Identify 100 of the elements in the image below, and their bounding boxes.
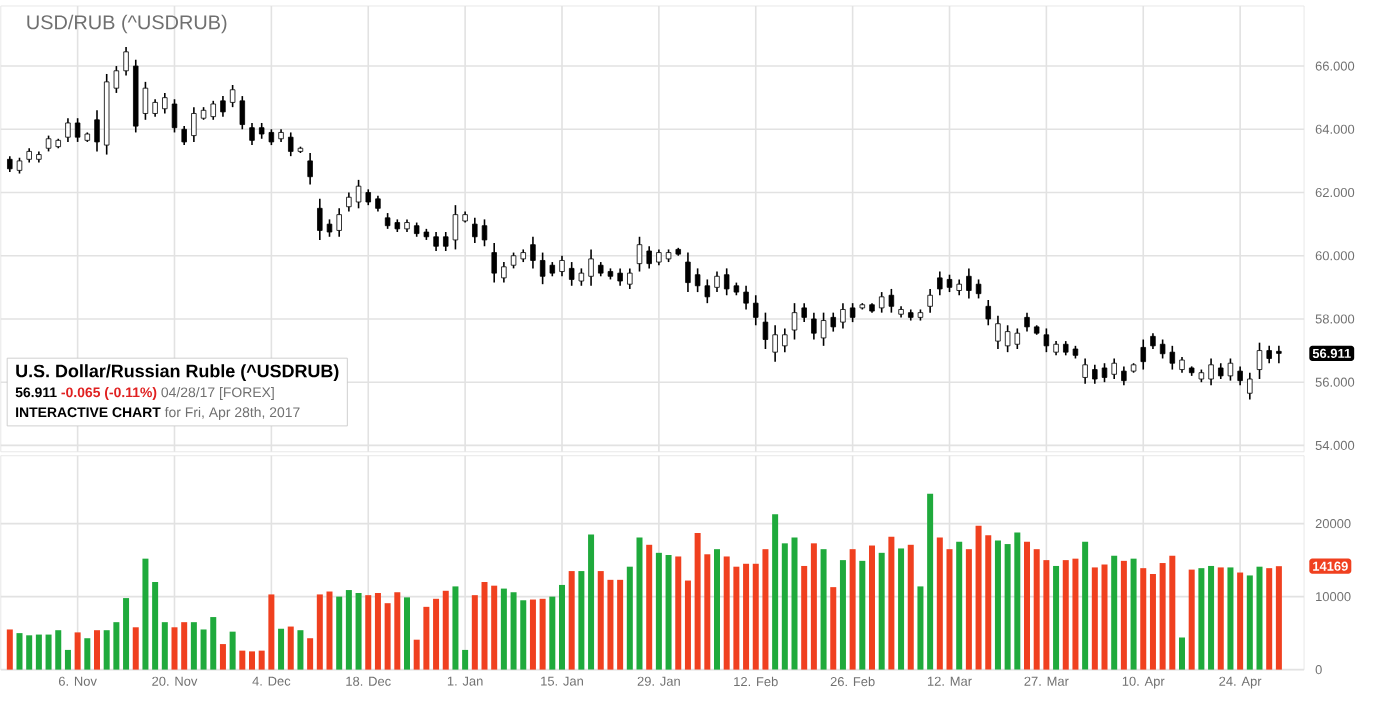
bar — [239, 650, 246, 670]
bar — [820, 549, 827, 670]
bar — [1227, 567, 1234, 670]
candlestick — [1082, 357, 1088, 385]
candlestick — [123, 46, 129, 77]
candlestick — [307, 152, 313, 186]
candlestick — [743, 285, 749, 311]
bar — [1149, 574, 1156, 670]
bar — [578, 571, 585, 670]
candlestick — [772, 324, 778, 363]
candlestick — [791, 302, 798, 341]
bar — [1024, 542, 1031, 670]
bar — [94, 630, 100, 670]
bar — [714, 549, 721, 670]
chart-title: USD/RUB (^USDRUB) — [27, 14, 227, 34]
candlestick — [433, 231, 439, 252]
bar — [84, 638, 91, 670]
candlestick — [753, 294, 759, 327]
candlestick — [627, 267, 633, 290]
bar — [190, 622, 197, 670]
candlestick — [985, 299, 991, 327]
bar — [365, 595, 372, 670]
bar — [859, 561, 866, 670]
bar — [898, 548, 905, 670]
bar — [1130, 558, 1137, 670]
bar — [287, 626, 294, 670]
bar — [684, 580, 691, 670]
bar — [374, 593, 381, 670]
candlestick — [636, 236, 643, 273]
candlestick — [840, 302, 846, 330]
bar — [219, 644, 226, 670]
candlestick — [94, 109, 100, 153]
bar — [1179, 637, 1186, 670]
candlestick — [171, 98, 178, 134]
bar — [965, 549, 972, 670]
bar — [471, 595, 478, 670]
bar — [74, 632, 81, 670]
bar — [927, 493, 934, 670]
candlestick — [1237, 365, 1243, 387]
candlestick — [220, 95, 226, 118]
bar — [355, 593, 362, 670]
bar — [568, 571, 575, 670]
bar — [1120, 561, 1127, 670]
candlestick — [472, 217, 478, 245]
bar — [529, 599, 536, 670]
bar — [956, 542, 963, 670]
bar — [336, 596, 343, 670]
bar — [946, 549, 953, 670]
bar — [791, 537, 798, 670]
candlestick — [588, 248, 594, 287]
candlestick — [1101, 362, 1108, 384]
candlestick — [1111, 357, 1117, 381]
candlestick — [1208, 357, 1214, 387]
candlestick — [782, 327, 788, 354]
bar — [1256, 566, 1263, 670]
bar — [839, 560, 846, 670]
candlestick — [1092, 364, 1098, 385]
bar — [878, 553, 885, 670]
bar — [549, 596, 556, 670]
candlestick — [975, 278, 982, 300]
candlestick — [966, 267, 972, 300]
candlestick — [481, 218, 488, 248]
bar — [743, 563, 750, 670]
candlestick — [1024, 312, 1030, 333]
candlestick — [162, 92, 168, 115]
candlestick — [1256, 342, 1263, 381]
bar — [1208, 566, 1215, 670]
bar — [229, 631, 236, 670]
candlestick — [559, 255, 565, 278]
bar — [1053, 566, 1060, 670]
bar — [917, 586, 924, 670]
bar — [6, 629, 13, 670]
annotation: U.S. Dollar/Russian Ruble (^USDRUB) — [16, 364, 339, 382]
bar — [433, 599, 440, 670]
bar — [646, 544, 653, 670]
bar — [1188, 569, 1195, 670]
candlestick — [685, 251, 691, 294]
candlestick — [336, 207, 342, 238]
bar — [830, 587, 837, 670]
candlestick — [501, 261, 507, 284]
bar — [278, 628, 285, 670]
bar — [1198, 568, 1205, 670]
bar — [1237, 572, 1244, 670]
bar — [539, 599, 546, 670]
bar — [617, 580, 624, 670]
candlestick — [1276, 345, 1282, 365]
candlestick — [181, 125, 187, 147]
bar — [936, 537, 943, 670]
candlestick — [65, 117, 71, 143]
bar — [132, 627, 139, 670]
bar — [655, 553, 662, 670]
bar — [675, 556, 682, 670]
candlestick — [1043, 327, 1050, 354]
bar — [297, 630, 304, 670]
bar — [888, 536, 895, 670]
bar — [801, 566, 808, 670]
candlestick — [811, 312, 817, 341]
candlestick — [762, 312, 769, 350]
bar — [1140, 568, 1147, 670]
bar — [152, 582, 159, 670]
